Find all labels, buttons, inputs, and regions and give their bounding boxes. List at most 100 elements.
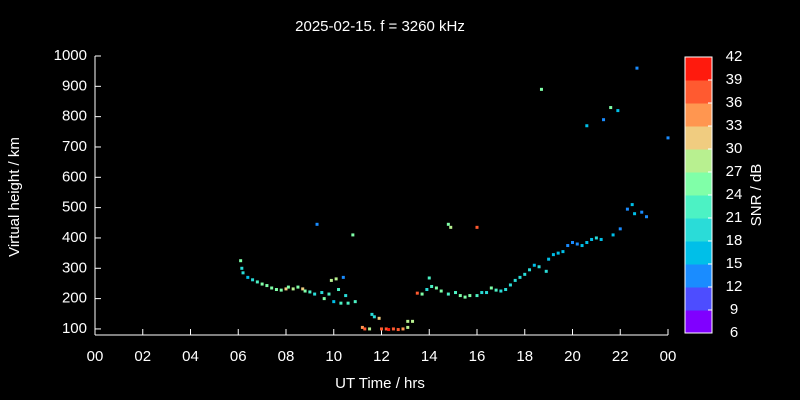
colorbar-band — [685, 287, 712, 311]
point — [396, 328, 400, 332]
x-tick-label: 22 — [612, 348, 629, 365]
y-tick-label: 100 — [62, 320, 87, 337]
point — [332, 300, 336, 304]
point — [630, 203, 634, 207]
colorbar-band — [685, 126, 712, 150]
point — [666, 136, 670, 140]
point — [580, 244, 584, 248]
point — [480, 291, 484, 295]
point — [411, 319, 415, 323]
y-tick-label: 300 — [62, 259, 87, 276]
point — [322, 297, 326, 301]
point — [544, 269, 548, 273]
point — [513, 278, 517, 282]
point — [590, 237, 594, 241]
colorbar-tick-label: 42 — [726, 48, 743, 65]
point — [475, 294, 479, 298]
point — [609, 106, 613, 110]
point — [602, 118, 606, 122]
point — [640, 210, 644, 214]
point — [449, 225, 453, 229]
point — [475, 225, 479, 229]
y-tick-label: 400 — [62, 229, 87, 246]
point — [406, 325, 410, 329]
point — [239, 259, 243, 263]
point — [468, 294, 472, 298]
x-tick-label: 14 — [421, 348, 438, 365]
point — [539, 87, 543, 91]
y-tick-label: 500 — [62, 199, 87, 216]
x-tick-label: 08 — [278, 348, 295, 365]
point — [508, 283, 512, 287]
point — [566, 244, 570, 248]
colorbar-tick-label: 9 — [730, 301, 738, 318]
point — [329, 278, 333, 282]
x-tick-label: 04 — [182, 348, 199, 365]
point — [551, 253, 555, 257]
point — [279, 288, 283, 292]
point — [313, 292, 317, 296]
point — [401, 327, 405, 331]
point — [291, 287, 295, 291]
point — [635, 66, 639, 70]
x-tick-label: 20 — [564, 348, 581, 365]
x-tick-label: 06 — [230, 348, 247, 365]
colorbar-band — [685, 103, 712, 127]
y-tick-label: 800 — [62, 108, 87, 125]
colorbar-band — [685, 264, 712, 288]
point — [274, 288, 278, 292]
point — [625, 207, 629, 211]
colorbar-label: SNR / dB — [748, 164, 765, 227]
y-tick-label: 700 — [62, 138, 87, 155]
point — [246, 275, 250, 279]
point — [270, 286, 274, 290]
y-tick-label: 900 — [62, 77, 87, 94]
point — [337, 288, 341, 292]
point — [315, 222, 319, 226]
point — [260, 282, 264, 286]
point — [518, 275, 522, 279]
point — [308, 290, 312, 294]
point — [334, 277, 338, 281]
colorbar-band — [685, 218, 712, 242]
colorbar-tick-label: 24 — [726, 186, 743, 203]
point — [286, 285, 290, 289]
point — [363, 327, 367, 331]
colorbar-band — [685, 195, 712, 219]
point — [427, 276, 431, 280]
point — [439, 289, 443, 293]
point — [523, 272, 527, 276]
point — [296, 285, 300, 289]
point — [320, 291, 324, 295]
point — [618, 227, 622, 231]
colorbar-tick-label: 12 — [726, 278, 743, 295]
point — [556, 251, 560, 255]
point — [339, 301, 343, 305]
point — [380, 327, 383, 331]
point — [346, 301, 350, 305]
point — [344, 294, 348, 298]
point — [255, 280, 259, 284]
point — [353, 300, 357, 304]
point — [645, 215, 649, 219]
colorbar-band — [685, 57, 712, 81]
point — [415, 291, 419, 295]
colorbar-tick-label: 27 — [726, 163, 743, 180]
colorbar-tick-label: 36 — [726, 94, 743, 111]
point — [458, 294, 462, 298]
point — [391, 327, 395, 331]
point — [370, 312, 374, 316]
point — [454, 291, 458, 295]
point — [303, 289, 307, 293]
point — [585, 241, 589, 245]
colorbar-band — [685, 149, 712, 173]
colorbar-band — [685, 310, 712, 334]
point — [463, 295, 467, 299]
colorbar-band — [685, 80, 712, 104]
point — [284, 287, 288, 291]
x-tick-label: 16 — [469, 348, 486, 365]
point — [372, 315, 376, 319]
